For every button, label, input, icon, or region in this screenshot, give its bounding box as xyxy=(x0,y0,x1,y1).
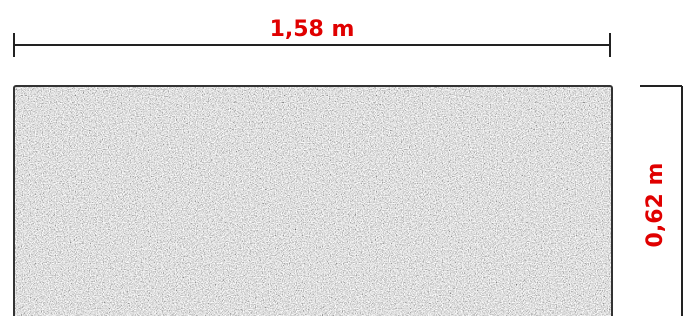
diagram: 1,58 m 0,62 m xyxy=(0,0,693,316)
height-label: 0,62 m xyxy=(643,163,668,248)
page: 1,58 m 0,62 m (() => { const data = JSON… xyxy=(0,0,693,316)
width-label: 1,58 m xyxy=(270,17,355,42)
granite-slab xyxy=(14,86,612,316)
